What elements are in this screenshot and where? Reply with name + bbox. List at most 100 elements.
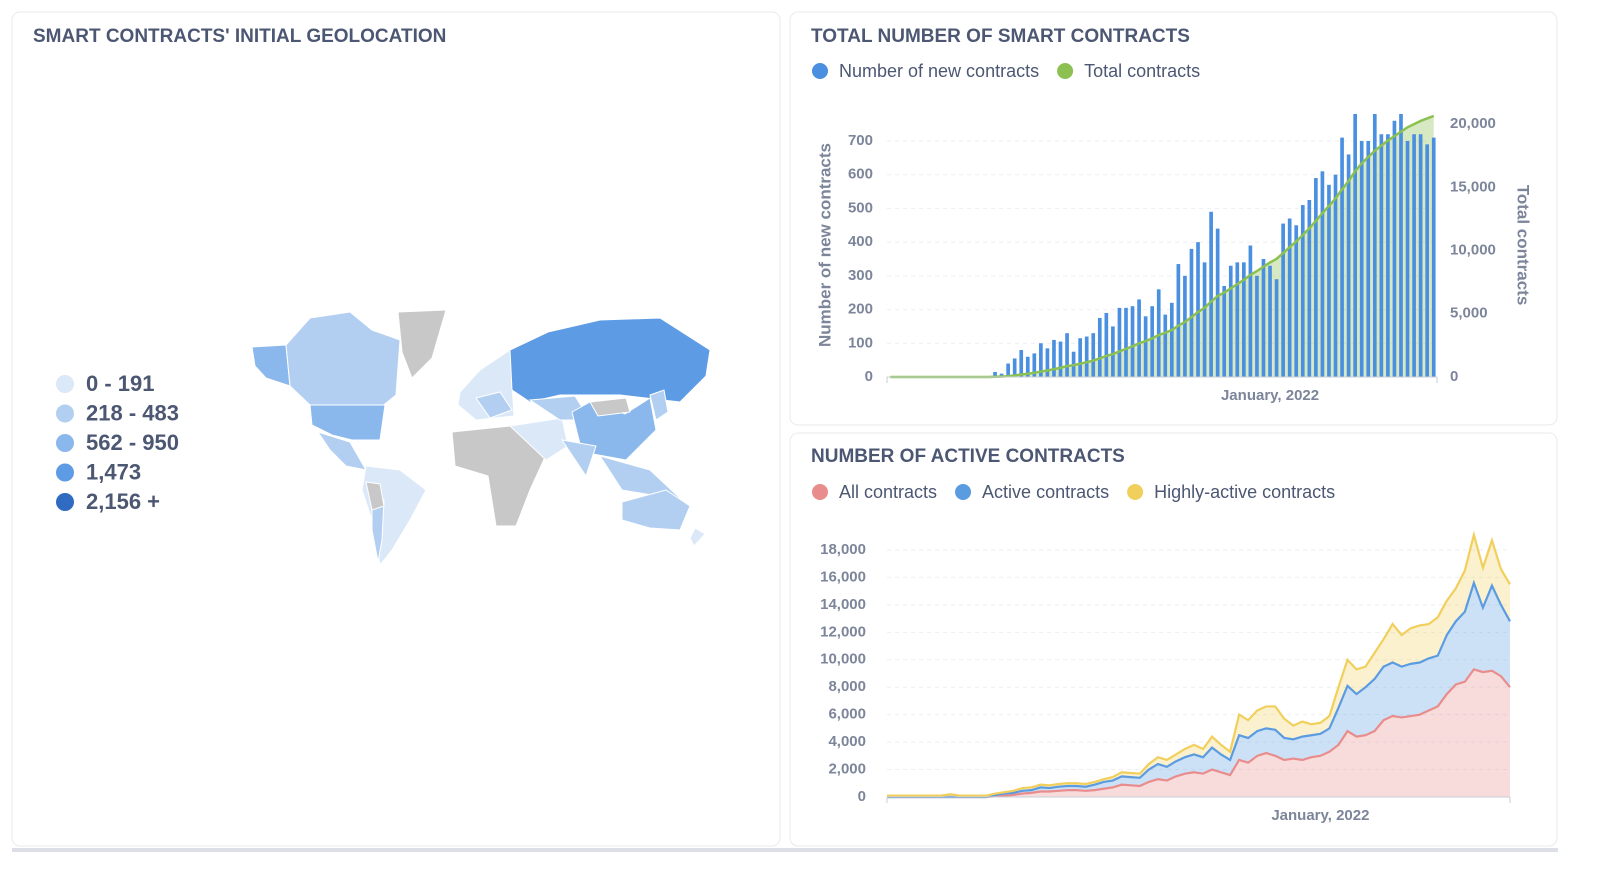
bar	[1032, 353, 1037, 377]
bar	[1019, 350, 1024, 377]
bar	[1176, 264, 1181, 377]
area-line	[887, 579, 1511, 799]
bar	[1091, 333, 1096, 377]
bar	[1425, 144, 1430, 377]
legend-label: 0 - 191	[86, 371, 155, 396]
country	[689, 527, 706, 547]
bar	[1248, 245, 1253, 377]
bar	[1294, 225, 1299, 377]
y-tick-label: 20,000	[1450, 115, 1496, 132]
bar	[1169, 302, 1174, 377]
bar	[1137, 299, 1141, 377]
bar	[1006, 363, 1010, 377]
y-axis-title: Number of new contracts	[815, 143, 834, 347]
y-tick-label: 200	[848, 301, 873, 318]
card-title: SMART CONTRACTS' INITIAL GEOLOCATION	[33, 26, 446, 47]
bar	[1078, 338, 1082, 377]
legend-marker	[812, 63, 828, 79]
y-tick-label: 2,000	[828, 761, 866, 778]
country	[509, 317, 711, 403]
legend-label: Active contracts	[982, 482, 1109, 502]
bar	[1117, 307, 1122, 377]
bar	[1261, 258, 1266, 377]
bar	[1346, 154, 1351, 377]
bar	[1405, 140, 1410, 377]
country	[475, 391, 513, 419]
bar	[1412, 134, 1416, 377]
bar	[1111, 326, 1115, 377]
y-tick-label: 300	[848, 267, 873, 284]
y-tick-label: 10,000	[820, 651, 866, 668]
y-tick-label: 15,000	[1450, 178, 1496, 195]
bar	[1130, 306, 1135, 377]
legend-label: 218 - 483	[86, 400, 179, 425]
legend-marker	[56, 404, 74, 423]
area-fill	[887, 669, 1510, 797]
bar	[1235, 262, 1240, 377]
bar	[1287, 218, 1292, 377]
bar	[1222, 285, 1227, 377]
bar	[1372, 114, 1377, 377]
bar	[1359, 140, 1364, 377]
bar	[999, 373, 1004, 377]
legend-marker	[56, 463, 74, 482]
bar	[1314, 178, 1318, 377]
country	[589, 397, 631, 417]
legend-label: 1,473	[86, 459, 141, 484]
bar	[1399, 114, 1403, 377]
legend-label: 2,156 +	[86, 489, 160, 514]
bar	[1379, 134, 1384, 377]
legend-marker	[56, 375, 74, 393]
y-tick-label: 14,000	[820, 596, 866, 613]
country	[251, 344, 291, 387]
legend-marker	[812, 484, 828, 500]
bar	[1353, 114, 1357, 377]
bar	[1150, 306, 1155, 377]
country	[397, 309, 447, 379]
legend-label: Number of new contracts	[839, 61, 1039, 81]
bar	[1143, 316, 1148, 377]
bar	[993, 371, 997, 377]
y-tick-label: 6,000	[828, 706, 866, 723]
country	[598, 455, 684, 501]
country	[285, 311, 401, 409]
country	[309, 404, 386, 441]
y-tick-label: 4,000	[828, 733, 866, 750]
area-line	[887, 530, 1511, 797]
bar	[1202, 262, 1207, 377]
bar	[1209, 211, 1213, 377]
bar	[1045, 348, 1050, 377]
y2-axis-title: Total contracts	[1514, 185, 1533, 306]
legend-label: Total contracts	[1084, 61, 1200, 81]
bar	[1392, 120, 1397, 377]
bar	[1183, 275, 1187, 377]
y-tick-label: 500	[848, 199, 873, 216]
x-tick-label: January, 2022	[1271, 807, 1369, 824]
bar	[1189, 248, 1194, 377]
y-tick-label: 0	[1450, 368, 1458, 385]
country	[316, 431, 367, 471]
bar	[1039, 343, 1043, 377]
bar	[1300, 205, 1305, 377]
area-fill	[887, 582, 1510, 797]
bar	[1124, 307, 1128, 377]
bar	[1196, 242, 1200, 377]
card-title: TOTAL NUMBER OF SMART CONTRACTS	[811, 26, 1190, 47]
y-tick-label: 400	[848, 233, 873, 250]
bar	[1366, 140, 1371, 377]
country	[560, 439, 597, 478]
bar	[1274, 279, 1279, 377]
legend-label: All contracts	[839, 482, 937, 502]
world-map	[251, 309, 711, 567]
x-tick-label: January, 2022	[1221, 387, 1319, 404]
bar	[1327, 184, 1331, 377]
country	[365, 481, 385, 511]
bar	[1215, 228, 1220, 377]
legend-marker	[56, 434, 74, 452]
bar	[1084, 336, 1089, 377]
bar	[1281, 223, 1285, 377]
y-tick-label: 700	[848, 132, 873, 149]
y-tick-label: 8,000	[828, 678, 866, 695]
card-title: NUMBER OF ACTIVE CONTRACTS	[811, 446, 1125, 467]
